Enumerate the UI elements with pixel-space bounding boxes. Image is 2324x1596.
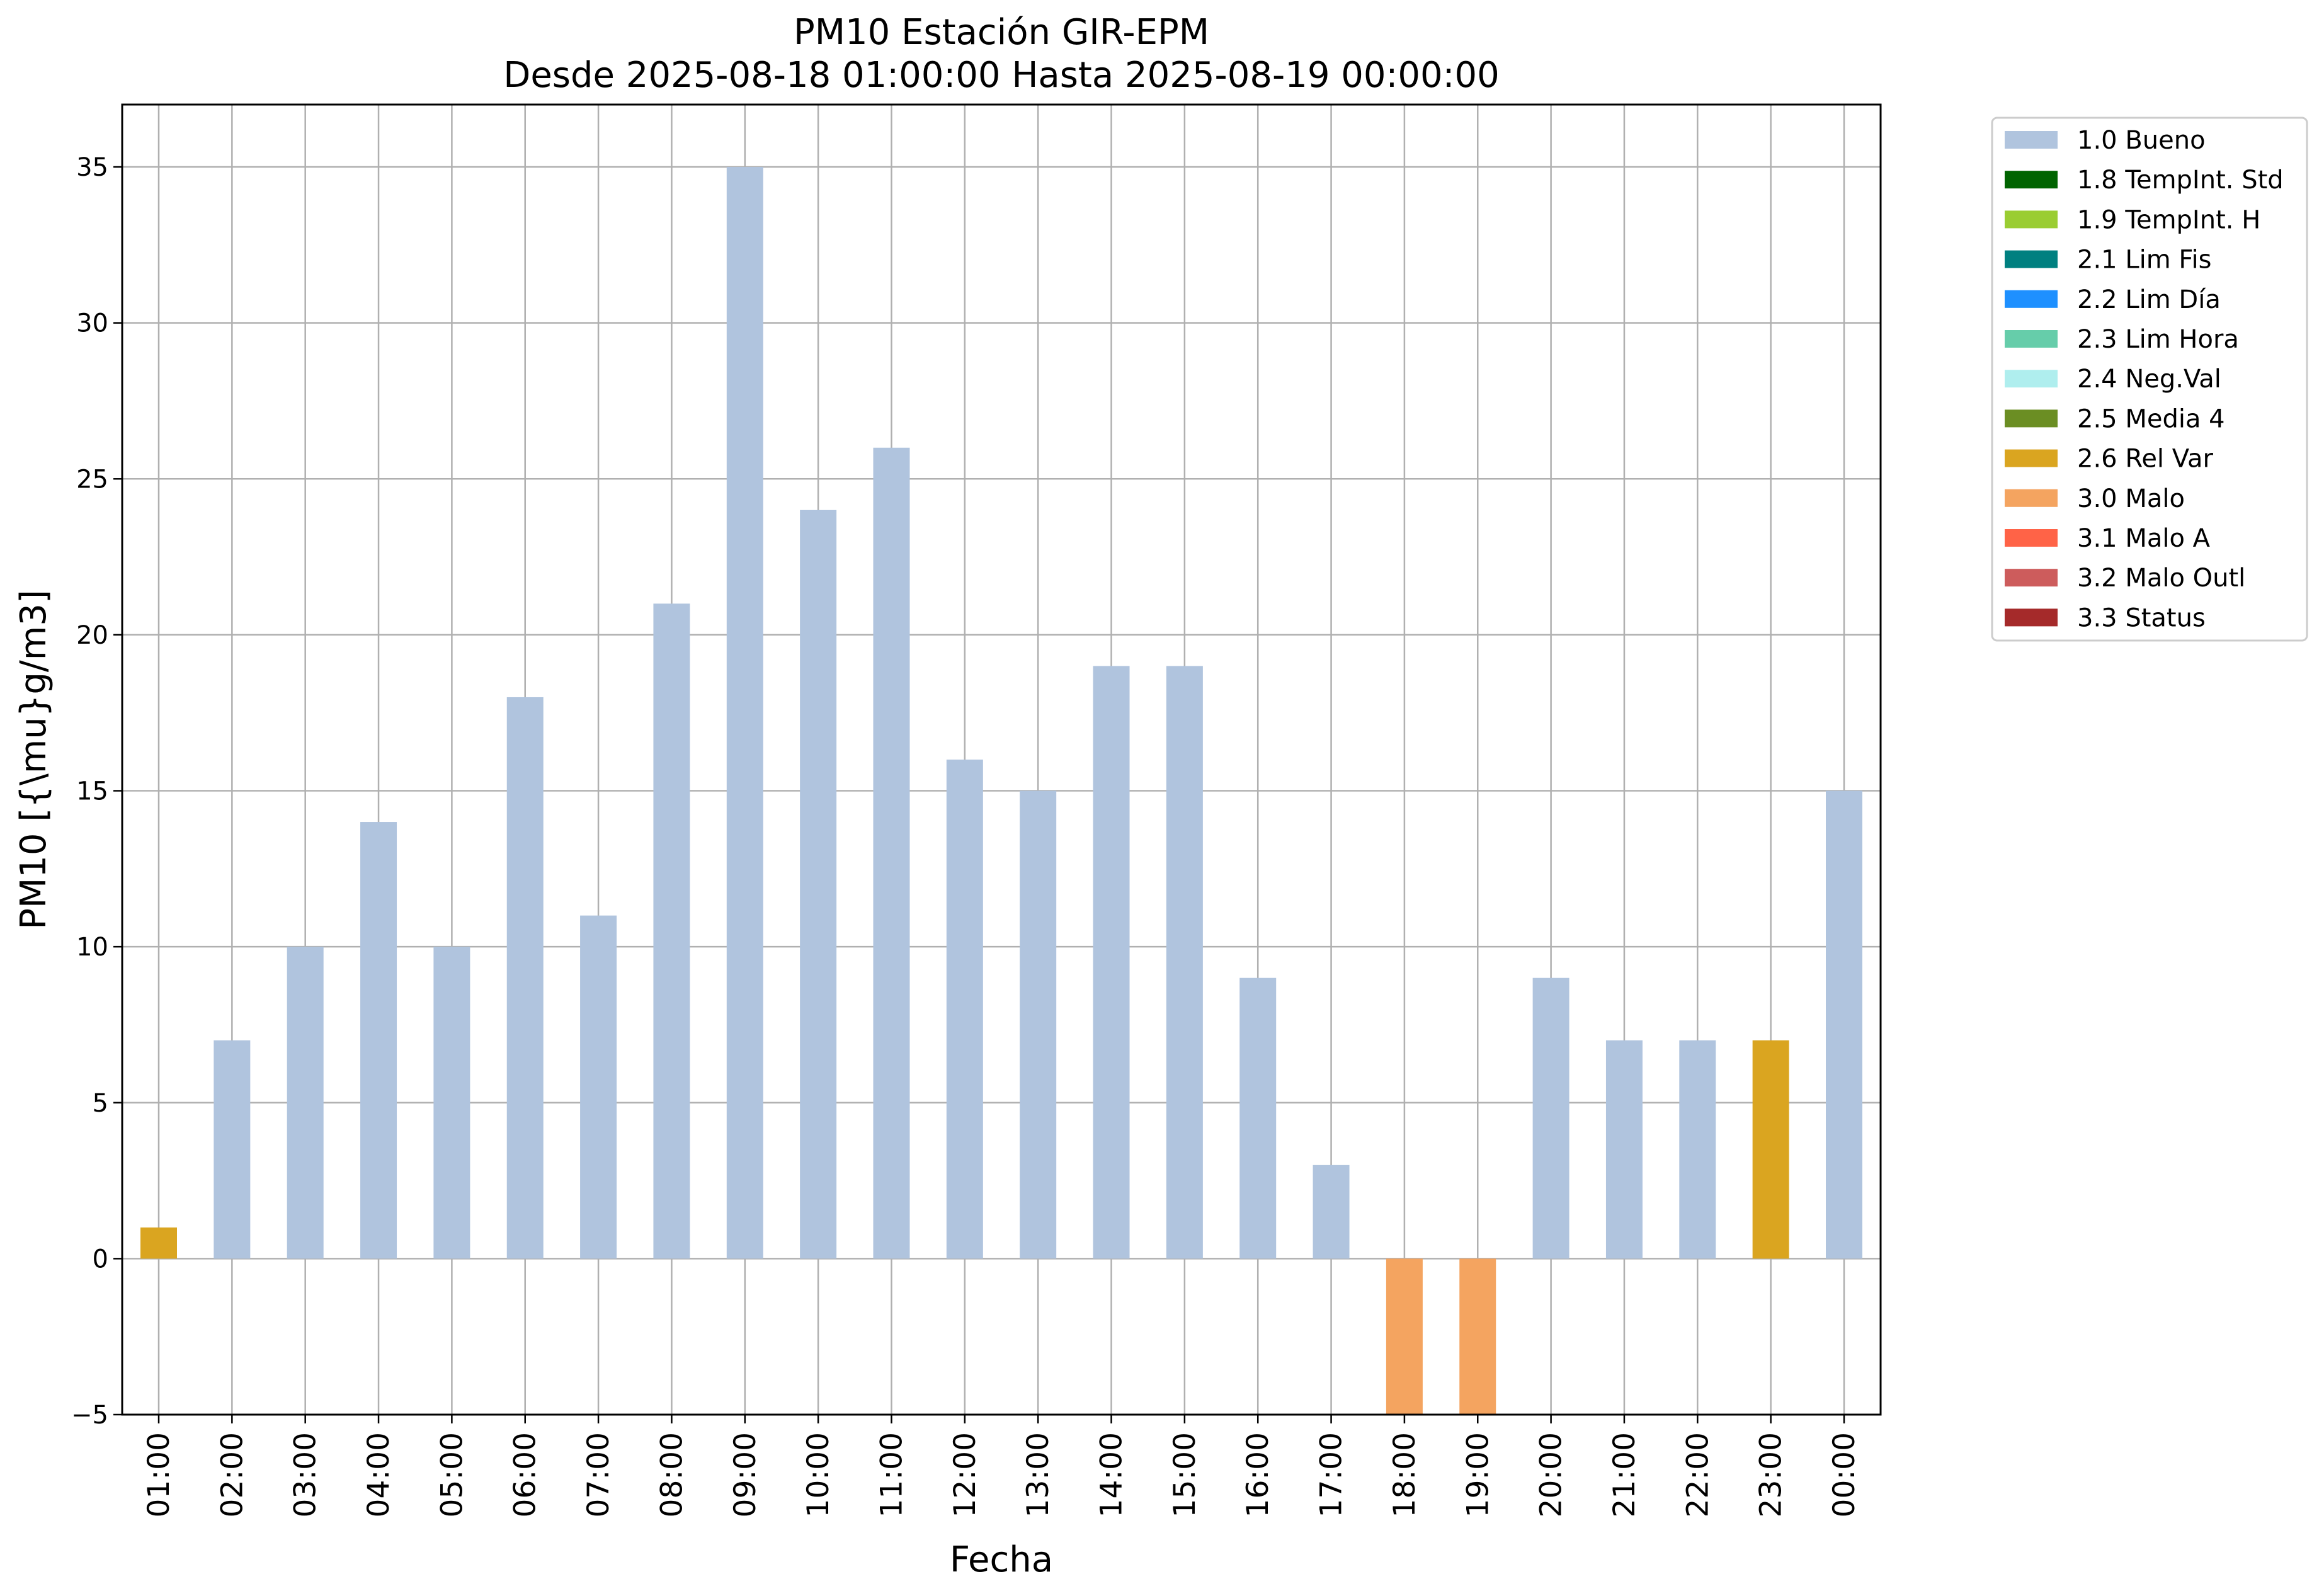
bar: [140, 1227, 177, 1259]
bar: [1093, 666, 1130, 1259]
x-tick-label: 16:00: [1241, 1432, 1275, 1517]
x-tick-label: 12:00: [948, 1432, 983, 1517]
y-tick-label: 30: [76, 309, 108, 338]
x-tick-label: 23:00: [1754, 1432, 1789, 1517]
bar: [873, 447, 910, 1259]
legend-swatch: [2005, 608, 2058, 627]
legend-label: 3.1 Malo A: [2077, 524, 2211, 553]
y-tick-label: 35: [76, 153, 108, 182]
x-tick-label: 20:00: [1534, 1432, 1569, 1517]
bar: [1313, 1165, 1350, 1259]
bar: [653, 603, 690, 1259]
legend-swatch: [2005, 569, 2058, 587]
x-tick-label: 11:00: [874, 1432, 909, 1517]
legend-label: 2.5 Media 4: [2077, 404, 2225, 433]
legend-swatch: [2005, 449, 2058, 467]
bar: [1239, 978, 1277, 1259]
bar: [287, 947, 324, 1259]
legend-label: 1.9 TempInt. H: [2077, 205, 2260, 234]
x-tick-label: 17:00: [1314, 1432, 1349, 1517]
x-tick-label: 10:00: [801, 1432, 836, 1517]
legend-label: 3.0 Malo: [2077, 484, 2185, 513]
y-tick-label: 20: [76, 621, 108, 650]
bar: [1826, 790, 1862, 1259]
y-axis-label: PM10 [{\mu}g/m3]: [13, 590, 54, 930]
bar: [726, 167, 763, 1259]
legend-swatch: [2005, 171, 2058, 189]
y-tick-label: 0: [93, 1245, 108, 1274]
chart-subtitle: Desde 2025-08-18 01:00:00 Hasta 2025-08-…: [503, 55, 1500, 96]
bar: [580, 915, 617, 1259]
y-tick-label: 10: [76, 933, 108, 962]
legend-swatch: [2005, 370, 2058, 388]
plot-frame: [121, 103, 1882, 1416]
x-tick-label: 14:00: [1095, 1432, 1129, 1517]
bars: [140, 167, 1862, 1415]
bar: [1386, 1258, 1423, 1415]
x-tick-label: 08:00: [654, 1432, 689, 1517]
x-axis-label: Fecha: [950, 1539, 1053, 1580]
y-tick-label: −5: [71, 1401, 108, 1430]
legend-swatch: [2005, 529, 2058, 547]
x-tick-label: 03:00: [288, 1432, 323, 1517]
x-tick-label: 07:00: [581, 1432, 616, 1517]
bar: [506, 697, 544, 1259]
bar: [800, 510, 837, 1259]
legend-swatch: [2005, 131, 2058, 149]
legend-swatch: [2005, 489, 2058, 507]
bar: [360, 822, 397, 1259]
legend: 1.0 Bueno 1.8 TempInt. Std 1.9 TempInt. H 2…: [1991, 117, 2308, 642]
legend-swatch: [2005, 210, 2058, 229]
legend-label: 3.2 Malo Outl: [2077, 564, 2245, 593]
bar: [1166, 666, 1203, 1259]
bar: [433, 947, 470, 1259]
bar: [946, 760, 983, 1259]
legend-label: 2.6 Rel Var: [2077, 445, 2214, 474]
y-tick-label: 5: [93, 1089, 108, 1118]
legend-label: 2.4 Neg.Val: [2077, 365, 2221, 394]
legend-swatch: [2005, 409, 2058, 428]
y-tick-label: 25: [76, 465, 108, 494]
legend-swatch: [2005, 330, 2058, 348]
legend-label: 1.8 TempInt. Std: [2077, 166, 2284, 195]
x-tick-label: 05:00: [435, 1432, 469, 1517]
legend-label: 1.0 Bueno: [2077, 126, 2206, 155]
legend-label: 2.2 Lim Día: [2077, 285, 2221, 314]
x-axis-ticks: 01:00 02:00 03:00 04:00 05:00 06:00 07:00 08:00…: [142, 1415, 1862, 1517]
legend-label: 3.3 Status: [2077, 603, 2206, 632]
legend-label: 2.3 Lim Hora: [2077, 325, 2239, 354]
legend-swatch: [2005, 290, 2058, 308]
x-tick-label: 06:00: [508, 1432, 543, 1517]
x-tick-label: 18:00: [1387, 1432, 1422, 1517]
x-tick-label: 04:00: [362, 1432, 396, 1517]
y-axis-ticks: −5 0 5 10 15 20 25 30 35: [71, 153, 122, 1430]
bar: [214, 1040, 251, 1259]
y-tick-label: 15: [76, 777, 108, 806]
bar: [1532, 978, 1569, 1259]
x-tick-label: 22:00: [1680, 1432, 1715, 1517]
legend-swatch: [2005, 250, 2058, 268]
x-tick-label: 21:00: [1607, 1432, 1642, 1517]
x-tick-label: 19:00: [1461, 1432, 1495, 1517]
x-tick-label: 00:00: [1827, 1432, 1862, 1517]
legend-frame: [1991, 117, 2308, 642]
x-tick-label: 02:00: [215, 1432, 249, 1517]
bar: [1752, 1040, 1789, 1259]
bar: [1605, 1040, 1643, 1259]
x-tick-label: 15:00: [1168, 1432, 1202, 1517]
chart-title: PM10 Estación GIR-EPM: [794, 12, 1209, 53]
x-tick-label: 09:00: [728, 1432, 763, 1517]
x-tick-label: 01:00: [142, 1432, 176, 1517]
bar: [1679, 1040, 1716, 1259]
x-tick-label: 13:00: [1021, 1432, 1056, 1517]
legend-label: 2.1 Lim Fis: [2077, 246, 2211, 275]
bar: [1020, 790, 1057, 1259]
bar: [1459, 1258, 1496, 1415]
